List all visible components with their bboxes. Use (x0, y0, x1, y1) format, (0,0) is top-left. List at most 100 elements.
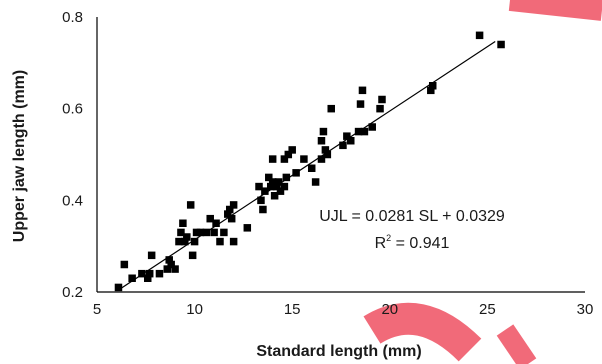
r-squared-superscript: 2 (386, 233, 391, 243)
data-point (270, 192, 279, 200)
data-point (225, 205, 234, 214)
data-point (216, 237, 224, 246)
data-point (227, 214, 236, 223)
x-tick-label: 5 (93, 301, 101, 318)
r-squared-symbol: R (375, 235, 387, 252)
data-point (255, 182, 263, 191)
y-tick-label: 0.6 (62, 101, 83, 118)
data-point (183, 233, 191, 241)
watermark-arc (508, 0, 602, 21)
data-point (181, 237, 189, 246)
data-point (376, 104, 384, 113)
data-points (114, 31, 505, 292)
data-point (179, 219, 187, 227)
data-point (165, 256, 173, 264)
data-point (224, 210, 232, 218)
data-point (177, 228, 185, 237)
data-point (155, 269, 164, 278)
data-point (188, 251, 197, 260)
r-squared-value: = 0.941 (391, 235, 449, 252)
x-tick-label: 15 (284, 301, 301, 318)
y-tick-label: 0.4 (62, 192, 83, 209)
data-point (327, 104, 335, 113)
data-point (186, 201, 195, 209)
data-point (288, 146, 296, 154)
data-point (261, 187, 269, 195)
data-point (347, 137, 355, 145)
data-point (274, 178, 283, 186)
data-point (497, 40, 505, 49)
x-tick-label: 20 (381, 301, 398, 318)
data-point (321, 146, 330, 154)
data-point (210, 228, 218, 237)
x-tick-labels: 5 10 15 20 25 30 (93, 301, 594, 318)
data-point (307, 164, 316, 172)
data-point (257, 196, 265, 205)
regression-line (118, 40, 496, 291)
y-tick-label: 0.8 (62, 9, 83, 26)
data-point (229, 237, 238, 246)
watermark-graphic (363, 0, 602, 364)
data-point (120, 260, 129, 269)
data-point (360, 127, 369, 136)
data-point (282, 173, 291, 182)
data-point (475, 31, 484, 40)
data-point (280, 155, 289, 163)
data-point (163, 265, 172, 273)
data-point (276, 187, 285, 195)
data-point (323, 150, 332, 159)
data-point (175, 237, 183, 246)
y-tick-labels: 0.2 0.4 0.6 0.8 (62, 9, 83, 301)
data-point (280, 182, 289, 191)
data-point (167, 260, 175, 269)
data-point (138, 269, 146, 278)
data-point (144, 274, 152, 282)
data-point (192, 228, 201, 237)
data-point (202, 228, 211, 237)
data-point (145, 269, 154, 278)
data-point (272, 182, 281, 191)
data-point (317, 137, 326, 145)
data-point (220, 228, 228, 237)
y-tick-label: 0.2 (62, 284, 83, 301)
data-point (358, 86, 367, 95)
data-point (259, 205, 267, 214)
x-tick-label: 10 (186, 301, 203, 318)
data-point (268, 155, 277, 163)
data-point (114, 283, 123, 292)
data-point (428, 82, 437, 90)
data-point (268, 178, 277, 186)
data-point (300, 155, 308, 163)
data-point (265, 173, 273, 182)
x-axis-title: Standard length (mm) (256, 343, 421, 360)
data-point (171, 265, 179, 273)
data-point (147, 251, 156, 260)
data-point (317, 155, 326, 163)
data-point (311, 178, 320, 186)
data-point (343, 132, 351, 140)
data-point (284, 150, 293, 159)
data-point (212, 219, 220, 227)
data-point (319, 127, 328, 136)
data-point (206, 214, 214, 223)
x-tick-label: 25 (479, 301, 496, 318)
data-point (266, 182, 275, 191)
watermark-tail (496, 324, 537, 364)
data-point (128, 274, 136, 282)
data-point (356, 100, 365, 108)
data-point (196, 228, 205, 237)
data-point (427, 86, 435, 95)
r-squared-label: R2 = 0.941 (375, 233, 450, 252)
data-point (292, 169, 300, 177)
data-point (354, 127, 363, 136)
watermark-stroke (363, 302, 482, 362)
data-point (368, 123, 376, 131)
data-point (339, 141, 347, 150)
data-point (378, 95, 386, 104)
data-point (229, 201, 238, 209)
data-point (243, 224, 252, 232)
regression-equation: UJL = 0.0281 SL + 0.0329 (319, 208, 505, 225)
y-axis-title: Upper jaw length (mm) (11, 70, 28, 242)
data-point (190, 237, 199, 246)
